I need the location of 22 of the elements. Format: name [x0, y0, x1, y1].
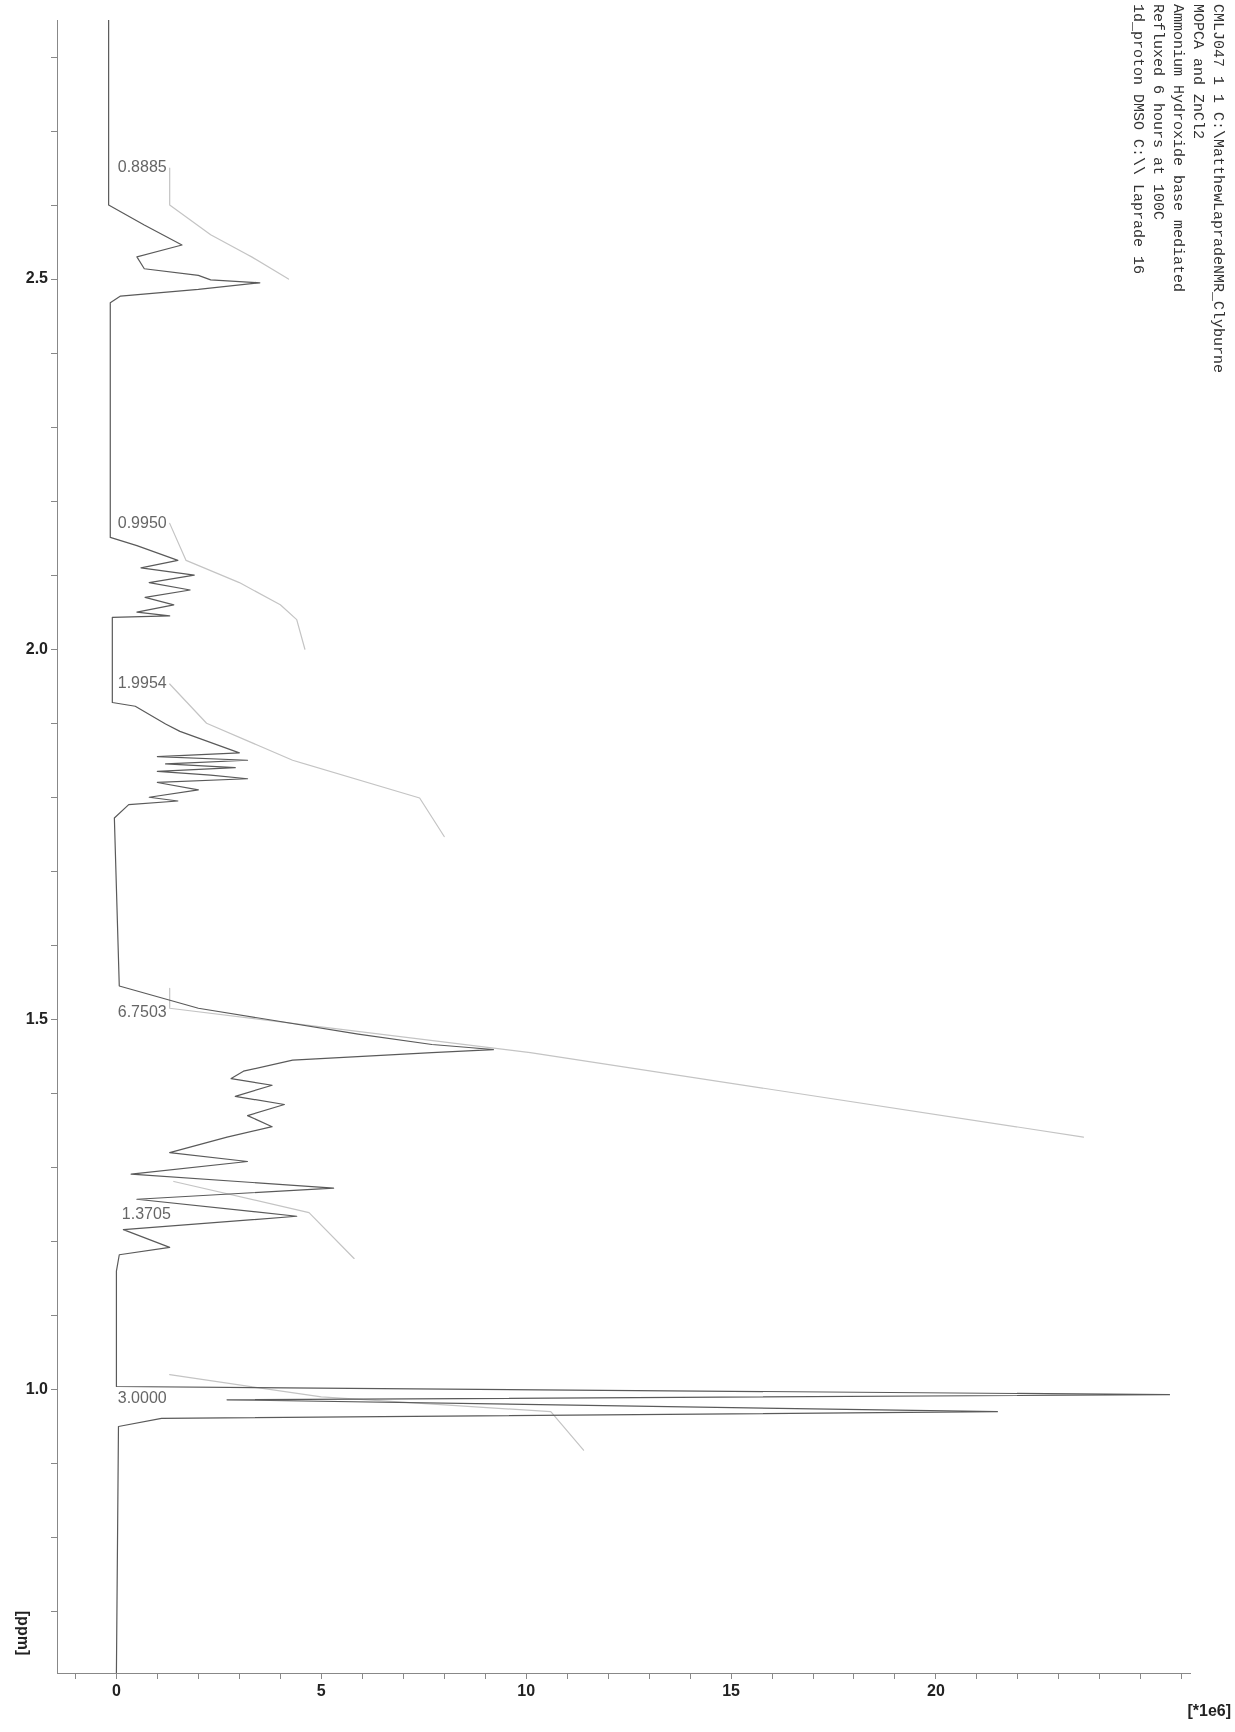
series-label: 6.7503 [117, 1002, 167, 1020]
y-tick-label: 1.0 [25, 1379, 49, 1397]
x-tick-label: 10 [517, 1682, 536, 1700]
annotation: Refluxed 6 hours at 100C [1148, 4, 1167, 223]
annotation: MOPCA and ZnCl2 [1188, 4, 1207, 142]
y-axis-title: [ppm] [14, 1610, 32, 1656]
x-tick-label: 15 [722, 1682, 741, 1700]
x-tick-label: 0 [111, 1682, 121, 1700]
series-label: 0.9950 [117, 513, 167, 531]
y-tick-label: 2.5 [25, 269, 49, 287]
x-axis-title: [*1e6] [1187, 1702, 1231, 1720]
series-label: 1.9954 [117, 674, 167, 692]
y-tick-label: 2.0 [25, 639, 49, 657]
y-tick-label: 1.5 [25, 1009, 49, 1027]
annotation: 1d_proton DMSO C:\\ Laprade 16 [1128, 4, 1147, 277]
text: CMLJ047 1 1 C:\MatthewLapradeNMR_Clyburne [1208, 4, 1227, 374]
series-label: 3.0000 [117, 1389, 167, 1407]
series-label: 0.8885 [117, 158, 167, 176]
x-tick-label: 5 [316, 1682, 326, 1700]
annotation: Ammonium Hydroxide base mediated [1168, 4, 1187, 295]
series-label: 1.3705 [121, 1204, 171, 1222]
x-tick-label: 20 [927, 1682, 945, 1700]
